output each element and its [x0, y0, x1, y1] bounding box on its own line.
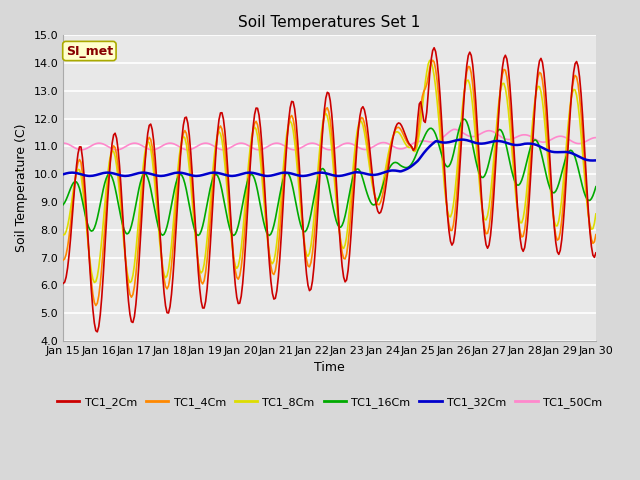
Line: TC1_4Cm: TC1_4Cm	[63, 60, 596, 305]
TC1_4Cm	[294, 155, 301, 160]
TC1_50Cm	[451, 126, 459, 132]
TC1_50Cm	[592, 135, 600, 141]
TC1_8Cm	[125, 276, 132, 282]
Legend: TC1_2Cm, TC1_4Cm, TC1_8Cm, TC1_16Cm, TC1_32Cm, TC1_50Cm: TC1_2Cm, TC1_4Cm, TC1_8Cm, TC1_16Cm, TC1…	[52, 393, 607, 412]
TC1_50Cm	[60, 140, 67, 146]
TC1_32Cm	[246, 170, 254, 176]
TC1_32Cm	[592, 157, 600, 163]
Line: TC1_2Cm: TC1_2Cm	[63, 48, 596, 332]
TC1_2Cm	[93, 329, 101, 335]
Y-axis label: Soil Temperature (C): Soil Temperature (C)	[15, 124, 28, 252]
TC1_4Cm	[126, 292, 134, 298]
TC1_16Cm	[195, 232, 202, 238]
TC1_2Cm	[430, 45, 438, 50]
TC1_32Cm	[294, 172, 301, 178]
TC1_16Cm	[237, 209, 245, 215]
TC1_8Cm	[246, 145, 254, 151]
Line: TC1_16Cm: TC1_16Cm	[63, 119, 596, 235]
TC1_16Cm	[246, 172, 254, 178]
TC1_16Cm	[592, 184, 600, 190]
Line: TC1_8Cm: TC1_8Cm	[63, 60, 596, 283]
TC1_16Cm	[460, 116, 468, 122]
TC1_4Cm	[592, 232, 600, 238]
TC1_16Cm	[294, 209, 301, 215]
TC1_2Cm	[592, 250, 600, 256]
TC1_8Cm	[60, 232, 67, 238]
TC1_2Cm	[126, 312, 134, 317]
TC1_8Cm	[294, 169, 301, 175]
TC1_32Cm	[86, 173, 93, 179]
TC1_32Cm	[565, 150, 573, 156]
TC1_16Cm	[125, 230, 132, 236]
TC1_4Cm	[92, 302, 100, 308]
TC1_4Cm	[237, 264, 245, 270]
TC1_32Cm	[60, 171, 67, 177]
TC1_2Cm	[220, 116, 227, 122]
TC1_8Cm	[592, 211, 600, 217]
TC1_16Cm	[220, 195, 227, 201]
TC1_4Cm	[565, 118, 573, 124]
TC1_50Cm	[220, 147, 227, 153]
Title: Soil Temperatures Set 1: Soil Temperatures Set 1	[238, 15, 420, 30]
TC1_32Cm	[458, 137, 466, 143]
TC1_4Cm	[429, 57, 436, 63]
TC1_8Cm	[237, 245, 245, 251]
TC1_32Cm	[126, 172, 134, 178]
TC1_2Cm	[237, 293, 245, 299]
TC1_8Cm	[220, 148, 227, 154]
TC1_50Cm	[237, 140, 245, 146]
TC1_8Cm	[126, 280, 134, 286]
TC1_16Cm	[565, 148, 573, 154]
TC1_50Cm	[218, 147, 226, 153]
TC1_50Cm	[565, 137, 573, 143]
TC1_2Cm	[60, 280, 67, 286]
TC1_4Cm	[246, 156, 254, 161]
TC1_4Cm	[60, 257, 67, 263]
TC1_50Cm	[125, 142, 132, 148]
TC1_8Cm	[565, 112, 573, 118]
Line: TC1_32Cm: TC1_32Cm	[63, 140, 596, 176]
TC1_8Cm	[426, 58, 433, 63]
X-axis label: Time: Time	[314, 361, 345, 374]
TC1_50Cm	[294, 146, 301, 152]
TC1_4Cm	[220, 134, 227, 140]
TC1_50Cm	[246, 144, 254, 149]
TC1_32Cm	[220, 171, 227, 177]
TC1_16Cm	[60, 202, 67, 207]
TC1_2Cm	[294, 137, 301, 143]
TC1_32Cm	[237, 171, 245, 177]
TC1_2Cm	[565, 126, 573, 132]
Text: SI_met: SI_met	[66, 45, 113, 58]
Line: TC1_50Cm: TC1_50Cm	[63, 129, 596, 150]
TC1_2Cm	[246, 164, 254, 170]
